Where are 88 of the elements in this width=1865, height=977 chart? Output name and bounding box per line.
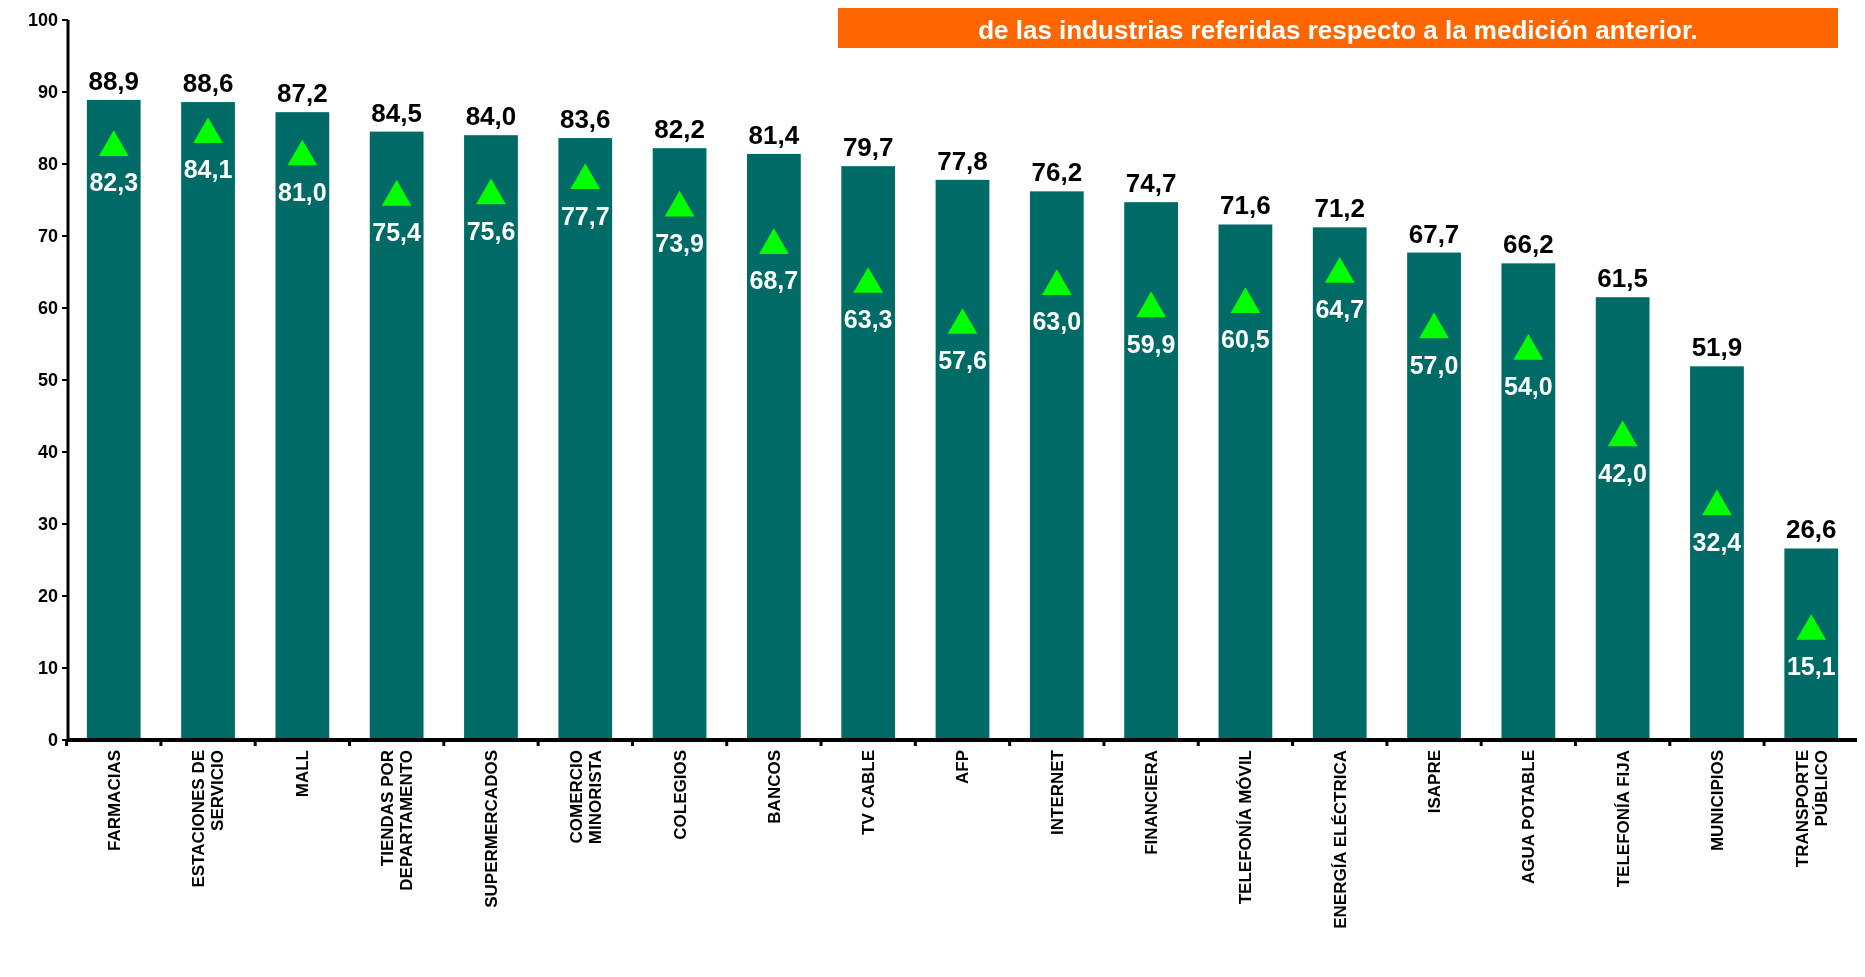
data-label: 79,7 (842, 132, 894, 163)
x-tick-label: TELEFONÍA MÓVIL (1236, 750, 1256, 905)
data-label: 71,6 (1220, 190, 1271, 221)
data-label: 57,0 (1409, 350, 1459, 379)
x-tick-label: MUNICIPIOS (1707, 750, 1727, 852)
x-tick-label: AFP (953, 750, 973, 784)
bar (1595, 297, 1650, 740)
data-label: 63,3 (843, 305, 893, 334)
data-label: 75,6 (466, 216, 516, 245)
data-label: 87,2 (277, 78, 328, 109)
x-tick-label: ENERGÍA ELÉCTRICA (1330, 750, 1350, 929)
data-label: 81,0 (278, 177, 327, 206)
data-label: 71,2 (1314, 193, 1366, 224)
y-tick-label: 40 (37, 442, 58, 463)
y-tick-label: 90 (37, 82, 58, 103)
data-label: 75,4 (372, 218, 422, 247)
data-label: 68,7 (749, 266, 799, 295)
x-tick-label: FINANCIERA (1142, 750, 1162, 855)
x-tick-label: TIENDAS POR DEPARTAMENTO (378, 750, 417, 891)
x-tick-label: ESTACIONES DE SERVICIO (189, 750, 228, 888)
data-label: 60,5 (1221, 325, 1270, 354)
x-tick-label: TV CABLE (859, 750, 879, 835)
data-label: 84,5 (371, 97, 422, 128)
bar (1784, 548, 1839, 740)
data-label: 54,0 (1504, 372, 1553, 401)
bar (1029, 191, 1084, 740)
x-tick-label: COMERCIO MINORISTA (566, 750, 605, 845)
bar (841, 166, 896, 740)
y-tick-label: 10 (37, 658, 58, 679)
bar (558, 138, 613, 740)
data-label: 67,7 (1408, 218, 1460, 249)
data-label: 77,7 (560, 201, 610, 230)
x-tick-label: TELEFONÍA FIJA (1613, 750, 1633, 888)
bar (86, 99, 141, 740)
data-label: 59,9 (1126, 329, 1176, 358)
data-label: 81,4 (748, 119, 800, 150)
data-label: 15,1 (1786, 652, 1836, 681)
y-tick-label: 0 (47, 730, 58, 751)
x-tick-label: ISAPRE (1424, 750, 1444, 814)
y-tick-label: 30 (37, 514, 58, 535)
bar (1312, 227, 1367, 740)
bar (464, 135, 518, 740)
data-label: 42,0 (1598, 458, 1647, 487)
data-label: 64,7 (1315, 295, 1365, 324)
bar (1407, 252, 1461, 740)
data-label: 84,1 (183, 155, 233, 184)
x-tick-label: AGUA POTABLE (1519, 750, 1539, 885)
y-tick-label: 80 (37, 154, 58, 175)
bar (369, 131, 424, 740)
data-label: 57,6 (938, 346, 987, 375)
data-label: 26,6 (1785, 514, 1837, 545)
data-label: 76,2 (1031, 157, 1083, 188)
data-label: 66,2 (1503, 229, 1554, 260)
data-label: 88,9 (88, 65, 140, 96)
bar (181, 102, 235, 740)
x-tick-label: TRANSPORTE PÚBLICO (1792, 750, 1831, 868)
bar (1501, 263, 1556, 740)
data-label: 82,3 (89, 168, 139, 197)
x-tick-label: BANCOS (764, 750, 784, 824)
bar (935, 179, 990, 740)
x-tick-label: SUPERMERCADOS (481, 750, 501, 908)
data-label: 83,6 (559, 104, 611, 135)
y-tick-label: 100 (27, 10, 58, 31)
data-label: 77,8 (937, 145, 988, 176)
data-label: 73,9 (655, 228, 704, 257)
x-tick-label: MALL (293, 750, 313, 798)
y-tick-label: 50 (37, 370, 58, 391)
data-label: 82,2 (654, 114, 705, 145)
annotation: de las industrias referidas respecto a la medición anterior. (978, 15, 1698, 46)
bar (1124, 202, 1178, 740)
data-label: 32,4 (1692, 527, 1742, 556)
bar (275, 112, 330, 740)
bar (1690, 366, 1744, 740)
data-label: 84,0 (465, 101, 517, 132)
data-label: 88,6 (182, 68, 234, 99)
bar (1218, 224, 1273, 740)
y-tick-label: 60 (37, 298, 58, 319)
data-label: 61,5 (1597, 263, 1648, 294)
data-label: 63,0 (1032, 307, 1082, 336)
y-tick-label: 20 (37, 586, 58, 607)
x-tick-label: INTERNET (1047, 749, 1067, 835)
x-tick-label: COLEGIOS (670, 750, 690, 840)
y-tick-label: 70 (37, 226, 58, 247)
data-label: 51,9 (1691, 332, 1743, 363)
bar (747, 153, 801, 740)
data-label: 74,7 (1125, 168, 1177, 199)
bar (652, 148, 707, 740)
x-tick-label: FARMACIAS (104, 750, 124, 852)
